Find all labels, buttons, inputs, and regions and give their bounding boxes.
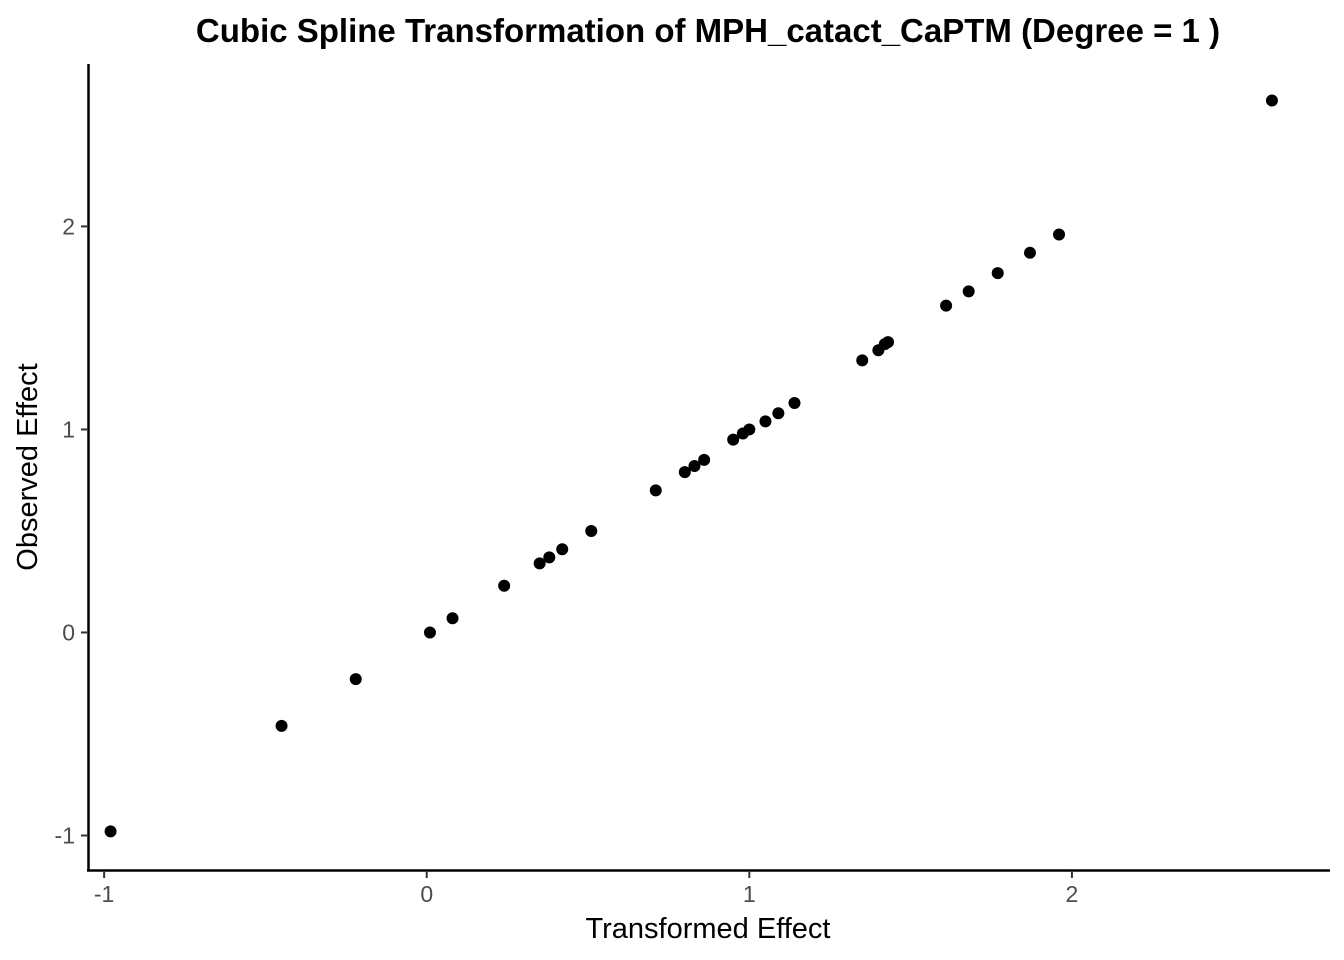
data-point bbox=[743, 423, 756, 436]
y-tick-label: 0 bbox=[62, 619, 75, 645]
data-point bbox=[759, 415, 772, 428]
data-point bbox=[423, 626, 436, 639]
chart-title: Cubic Spline Transformation of MPH_catac… bbox=[196, 12, 1220, 49]
x-tick-label: 2 bbox=[1066, 881, 1079, 907]
data-point bbox=[446, 612, 459, 625]
data-point bbox=[543, 551, 556, 564]
data-point bbox=[556, 543, 569, 556]
data-point bbox=[1053, 228, 1066, 241]
data-point bbox=[962, 285, 975, 298]
data-point bbox=[275, 719, 288, 732]
data-point bbox=[788, 397, 801, 410]
y-axis: -1 0 1 2 bbox=[55, 64, 90, 872]
data-points bbox=[104, 94, 1278, 838]
data-point bbox=[649, 484, 662, 497]
data-point bbox=[991, 267, 1004, 280]
data-point bbox=[882, 336, 895, 349]
y-tick-label: 2 bbox=[62, 213, 75, 239]
data-point bbox=[772, 407, 785, 420]
data-point bbox=[688, 459, 701, 472]
data-point bbox=[940, 299, 953, 312]
y-axis-label: Observed Effect bbox=[12, 363, 44, 570]
x-tick-label: 1 bbox=[743, 881, 756, 907]
data-point bbox=[104, 825, 117, 838]
data-point bbox=[698, 453, 711, 466]
x-axis-label: Transformed Effect bbox=[586, 913, 831, 945]
data-point bbox=[349, 673, 362, 686]
data-point bbox=[533, 557, 546, 570]
data-point bbox=[678, 466, 691, 479]
x-axis: -1 0 1 2 bbox=[87, 869, 1330, 907]
data-point bbox=[856, 354, 869, 367]
data-point bbox=[1265, 94, 1278, 107]
data-point bbox=[727, 433, 740, 446]
data-point bbox=[585, 524, 598, 537]
y-tick-label: 1 bbox=[62, 416, 75, 442]
x-tick-label: 0 bbox=[420, 881, 433, 907]
data-point bbox=[1023, 246, 1036, 259]
data-point bbox=[498, 579, 511, 592]
y-tick-label: -1 bbox=[55, 822, 75, 848]
x-tick-label: -1 bbox=[94, 881, 114, 907]
